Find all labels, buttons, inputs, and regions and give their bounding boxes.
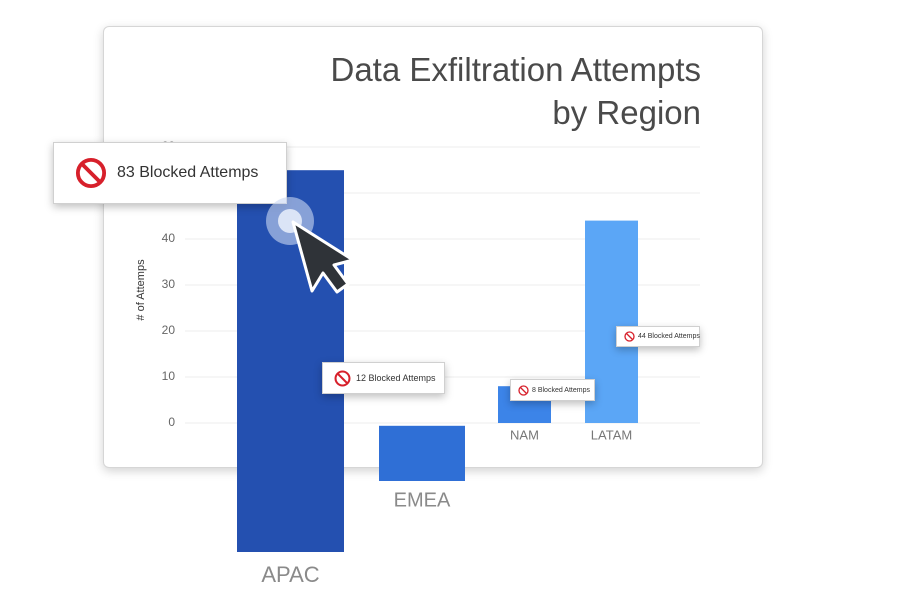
icon-slash — [80, 162, 102, 184]
x-tick-label: NAM — [510, 427, 539, 442]
tooltip: 44 Blocked Attemps — [616, 326, 700, 347]
value-label: 12 Blocked Attemps — [356, 373, 436, 383]
y-tick-label: 40 — [162, 231, 176, 245]
tooltip: 83 Blocked Attemps — [53, 142, 287, 204]
value-label: 8 Blocked Attemps — [532, 386, 590, 394]
y-tick-label: 30 — [162, 277, 176, 291]
x-tick-label: LATAM — [591, 427, 632, 442]
icon-ring — [518, 384, 529, 396]
icon-slash — [336, 372, 349, 384]
x-tick-label: APAC — [261, 562, 319, 587]
blocked-icon — [624, 331, 635, 342]
x-tick-label: EMEA — [394, 489, 451, 511]
blocked-icon — [518, 384, 529, 396]
chart-card — [103, 26, 763, 468]
icon-ring — [75, 157, 107, 189]
chart-title: Data Exfiltration Attempts by Region — [330, 51, 702, 131]
y-tick-label: 0 — [168, 415, 175, 429]
icon-slash — [519, 386, 528, 394]
tooltip: 8 Blocked Attemps — [510, 379, 595, 401]
value-label: 83 Blocked Attemps — [117, 164, 259, 181]
blocked-icon — [75, 157, 107, 189]
icon-ring — [334, 370, 351, 386]
y-axis-label: # of Attemps — [135, 259, 147, 321]
value-label: 44 Blocked Attemps — [638, 333, 700, 340]
tooltip: 12 Blocked Attemps — [322, 362, 445, 394]
icon-slash — [625, 332, 634, 341]
bar — [379, 425, 465, 481]
y-tick-label: 20 — [162, 323, 176, 337]
blocked-icon — [334, 370, 351, 386]
icon-ring — [624, 331, 635, 342]
y-tick-label: 10 — [162, 369, 176, 383]
